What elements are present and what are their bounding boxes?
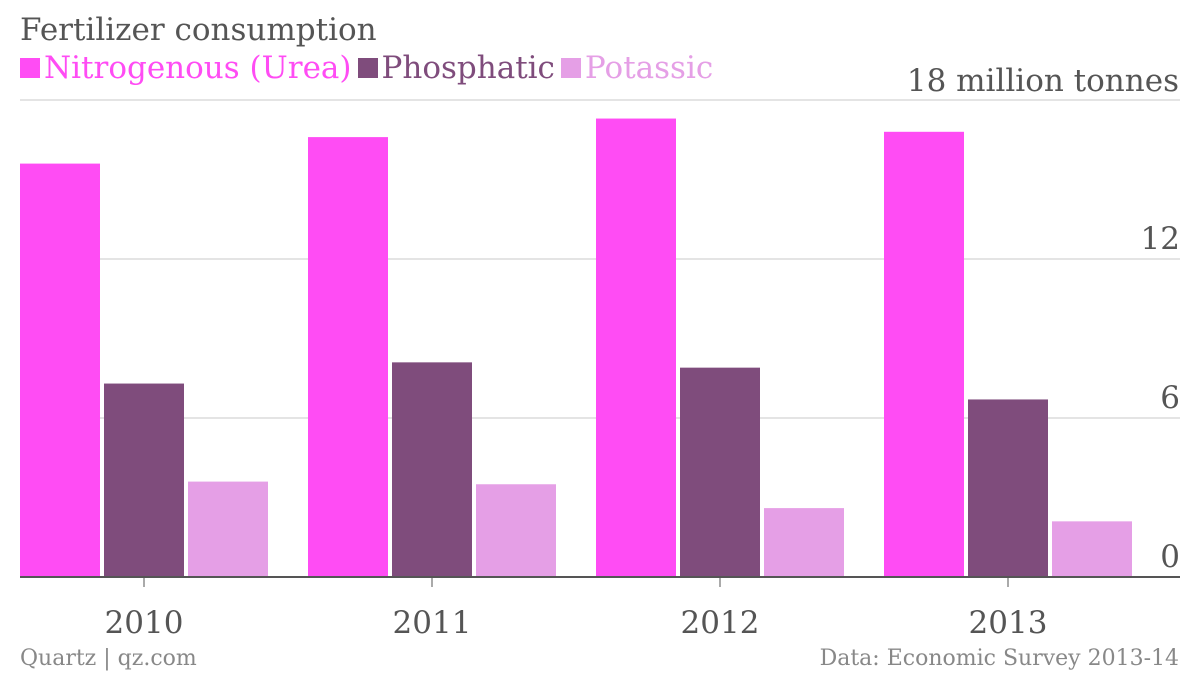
bar bbox=[1052, 521, 1132, 577]
bar bbox=[968, 399, 1048, 577]
x-tick-label: 2013 bbox=[969, 605, 1048, 641]
bar bbox=[104, 383, 184, 577]
bar bbox=[680, 367, 760, 577]
legend: Nitrogenous (Urea) Phosphatic Potassic bbox=[20, 50, 719, 86]
x-tick-label: 2011 bbox=[393, 605, 472, 641]
y-axis-unit-label: 18 million tonnes bbox=[906, 63, 1179, 99]
footer-source-right: Data: Economic Survey 2013-14 bbox=[819, 646, 1179, 671]
legend-item-potassic: Potassic bbox=[560, 50, 714, 86]
y-tick-label: 0 bbox=[1160, 539, 1180, 575]
bar bbox=[596, 118, 676, 578]
legend-swatch-nitrogenous bbox=[20, 58, 40, 78]
legend-label-phosphatic: Phosphatic bbox=[381, 50, 555, 86]
legend-swatch-potassic bbox=[560, 58, 581, 78]
y-tick-label: 6 bbox=[1160, 380, 1180, 416]
x-tick-label: 2012 bbox=[681, 605, 760, 641]
bar bbox=[476, 484, 556, 577]
footer-source-left: Quartz | qz.com bbox=[20, 646, 197, 671]
bar bbox=[188, 481, 268, 577]
bar bbox=[884, 131, 964, 578]
legend-item-nitrogenous: Nitrogenous (Urea) bbox=[20, 50, 352, 86]
legend-label-potassic: Potassic bbox=[584, 50, 714, 86]
legend-swatch-phosphatic bbox=[357, 58, 378, 78]
bar bbox=[764, 508, 844, 577]
bar bbox=[20, 163, 100, 577]
chart-title: Fertilizer consumption bbox=[20, 12, 377, 48]
y-tick-label: 12 bbox=[1141, 221, 1180, 257]
bar bbox=[392, 362, 472, 577]
legend-label-nitrogenous: Nitrogenous (Urea) bbox=[44, 50, 352, 86]
legend-item-phosphatic: Phosphatic bbox=[357, 50, 555, 86]
bar bbox=[308, 137, 388, 577]
x-tick-label: 2010 bbox=[105, 605, 184, 641]
